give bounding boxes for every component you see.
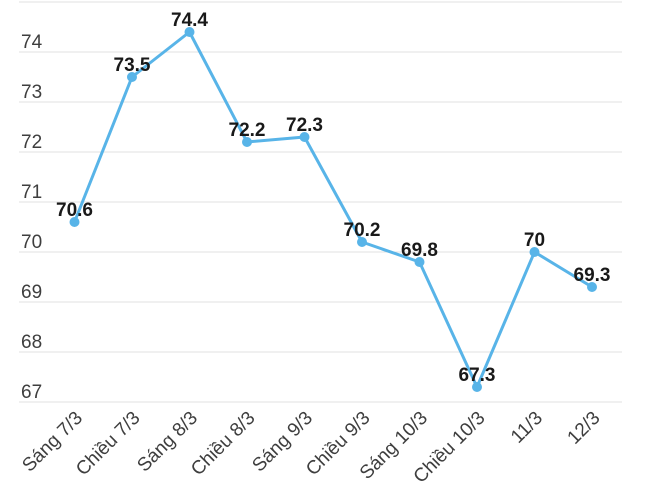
data-point-label: 72.2	[229, 120, 266, 141]
y-axis-tick-label: 69	[21, 282, 42, 303]
data-point-label: 70.6	[56, 200, 93, 221]
data-point-marker[interactable]	[242, 137, 252, 147]
y-axis-tick-label: 70	[21, 232, 42, 253]
data-point-label: 67.3	[459, 365, 496, 386]
data-point-marker[interactable]	[184, 27, 195, 37]
data-point-marker[interactable]	[472, 382, 482, 392]
data-point-marker[interactable]	[127, 72, 137, 82]
x-axis-category-label: 12/3	[564, 408, 605, 449]
data-point-label: 69.8	[401, 240, 438, 261]
data-point-marker[interactable]	[357, 237, 367, 247]
x-axis-category-label: 11/3	[507, 408, 547, 448]
data-point-label: 70	[524, 230, 545, 251]
data-point-label: 69.3	[574, 265, 611, 286]
data-point-marker[interactable]	[299, 132, 310, 142]
data-point-label: 72.3	[286, 115, 323, 136]
series-line	[73, 30, 594, 389]
y-axis-tick-label: 73	[21, 82, 42, 103]
data-point-label: 70.2	[344, 220, 381, 241]
y-axis-tick-label: 68	[21, 332, 42, 353]
data-point-label: 73.5	[114, 55, 151, 76]
data-point-marker[interactable]	[587, 282, 597, 292]
data-point-label: 74.4	[171, 10, 208, 31]
y-axis-tick-label: 72	[21, 132, 42, 153]
data-point-marker[interactable]	[414, 257, 425, 267]
y-axis-tick-label: 67	[21, 382, 42, 403]
data-point-marker[interactable]	[529, 247, 540, 257]
y-axis-tick-label: 71	[21, 182, 42, 203]
data-point-marker[interactable]	[69, 217, 80, 227]
y-axis-tick-label: 74	[21, 32, 43, 53]
